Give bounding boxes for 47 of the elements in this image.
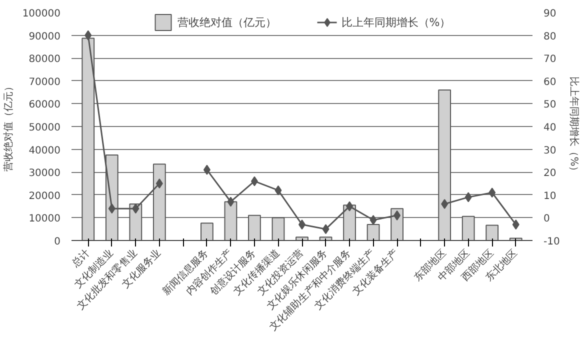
- point: [488, 188, 496, 198]
- bar: [272, 217, 285, 240]
- y2-tick-label: 20: [544, 168, 556, 180]
- point: [84, 30, 92, 40]
- y2-tick-label: 70: [544, 54, 556, 66]
- bar: [248, 214, 261, 240]
- legend-label: 营收绝对值（亿元）: [177, 14, 276, 30]
- bar: [462, 216, 475, 240]
- y-tick-label: 30000: [28, 168, 60, 180]
- y2-tick-label: 40: [544, 122, 556, 134]
- point: [274, 185, 282, 196]
- point: [370, 214, 377, 225]
- point: [227, 196, 234, 207]
- y2-tick-label: 60: [544, 76, 556, 88]
- y-tick-label: 100000: [22, 8, 61, 20]
- point: [156, 178, 163, 188]
- point: [512, 220, 520, 230]
- point: [322, 224, 330, 234]
- point: [132, 204, 140, 214]
- y-tick-label: 0: [54, 236, 61, 248]
- point: [250, 176, 258, 186]
- point: [108, 204, 116, 214]
- y-tick-label: 70000: [28, 76, 60, 88]
- y-tick-label: 80000: [28, 54, 60, 66]
- y2-tick-label: 80: [544, 31, 556, 42]
- y-axis-title: 营收绝对值（亿元）: [2, 82, 14, 172]
- y2-tick-label: 50: [544, 100, 556, 111]
- y-tick-label: 50000: [28, 122, 60, 134]
- y2-tick-label: -10: [544, 236, 560, 248]
- y2-tick-label: 0: [544, 214, 550, 225]
- y-tick-label: 20000: [28, 190, 60, 202]
- y2-tick-label: 10: [544, 190, 556, 202]
- point: [394, 210, 401, 220]
- bar: [486, 224, 499, 240]
- bar: [200, 222, 214, 240]
- y2-axis-title: 比上年同期增长（%）: [568, 76, 580, 176]
- legend-label: 比上年同期增长（%）: [341, 14, 451, 30]
- y-tick-label: 10000: [28, 214, 60, 225]
- point: [464, 192, 472, 202]
- point: [203, 164, 210, 175]
- y-tick-label: 90000: [28, 31, 60, 42]
- point: [346, 201, 354, 212]
- y-tick-label: 40000: [28, 145, 60, 156]
- point: [441, 199, 448, 210]
- y-tick-label: 60000: [28, 100, 60, 111]
- y2-tick-label: 30: [544, 145, 556, 156]
- y2-tick-label: 90: [544, 8, 556, 20]
